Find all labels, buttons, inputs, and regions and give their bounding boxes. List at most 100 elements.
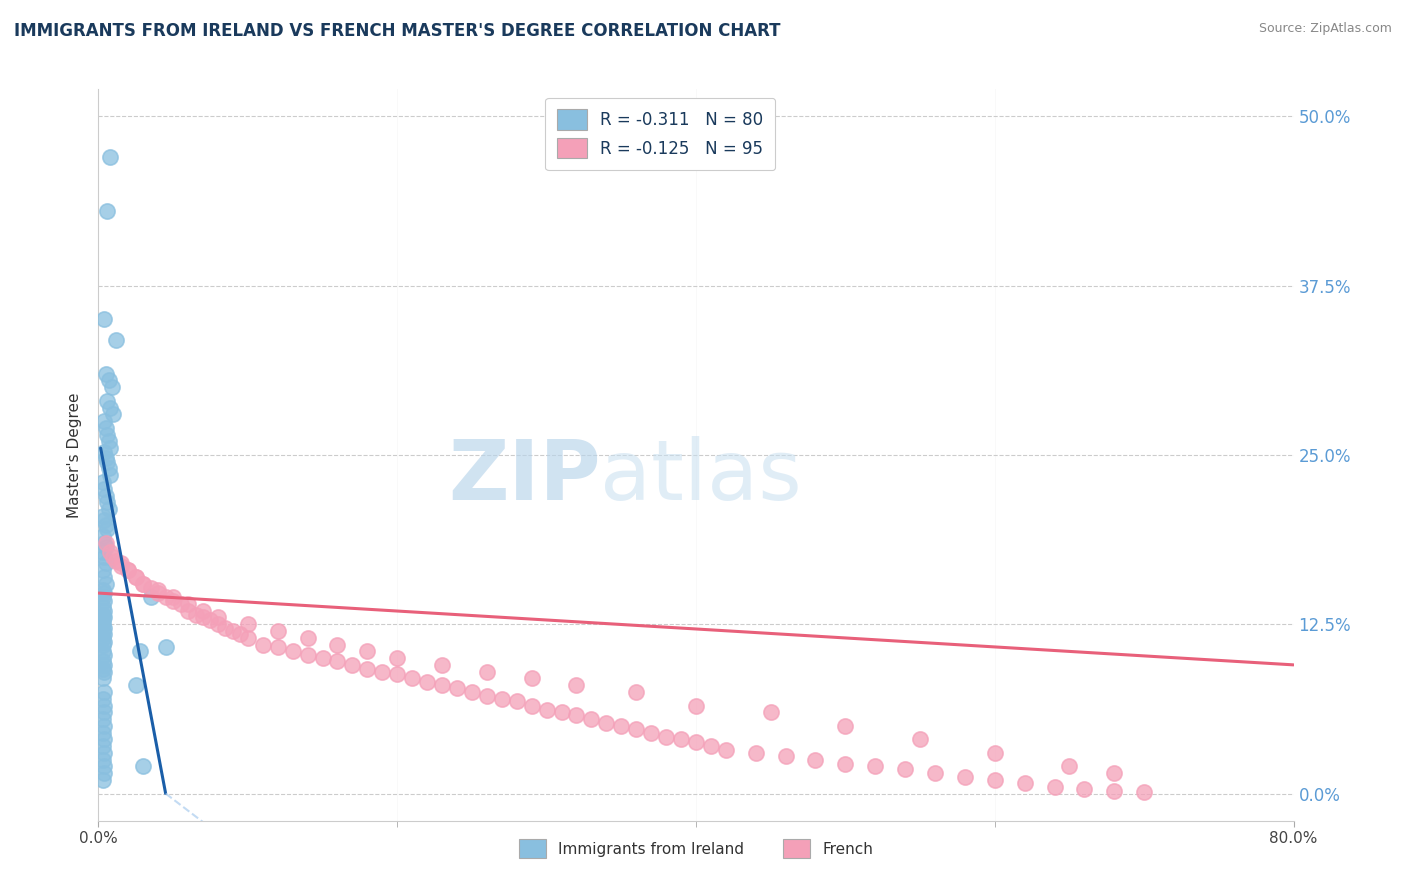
Point [356,662,378,676]
Point [93,604,115,618]
Point [475,689,498,703]
Point [550,706,572,720]
Point [342,657,364,672]
Point [565,678,588,692]
Point [236,617,259,632]
Point [669,732,692,747]
Point [1014,775,1036,789]
Text: IMMIGRANTS FROM IRELAND VS FRENCH MASTER'S DEGREE CORRELATION CHART: IMMIGRANTS FROM IRELAND VS FRENCH MASTER… [14,22,780,40]
Point [356,644,378,658]
Point [1073,782,1095,797]
Point [93,719,115,733]
Legend: Immigrants from Ireland, French: Immigrants from Ireland, French [513,833,879,864]
Point [91,613,114,627]
Point [326,654,349,668]
Point [93,513,115,527]
Point [416,675,439,690]
Text: atlas: atlas [600,436,801,517]
Point [139,581,162,595]
Point [148,586,170,600]
Point [125,570,148,584]
Point [520,698,543,713]
Point [100,468,122,483]
Point [103,407,125,421]
Point [93,648,115,663]
Point [97,434,120,449]
Point [1059,759,1081,773]
Point [94,556,117,570]
Point [297,631,319,645]
Point [162,594,184,608]
Point [93,635,115,649]
Point [97,461,120,475]
Point [184,607,207,622]
Point [520,672,543,686]
Point [401,672,423,686]
Point [207,610,229,624]
Point [94,421,117,435]
Point [96,427,118,442]
Point [281,644,304,658]
Point [132,759,155,773]
Point [96,204,118,219]
Point [93,482,115,496]
Point [101,380,124,394]
Point [610,719,633,733]
Point [655,730,678,744]
Point [222,624,245,638]
Point [110,556,132,570]
Point [1102,784,1125,798]
Point [91,624,114,638]
Point [155,590,177,604]
Point [191,610,214,624]
Point [326,638,349,652]
Point [94,367,117,381]
Point [94,489,117,503]
Point [581,712,603,726]
Point [91,599,114,614]
Point [91,583,114,598]
Point [475,665,498,679]
Point [91,475,114,489]
Y-axis label: Master's Degree: Master's Degree [67,392,83,517]
Point [565,708,588,723]
Point [685,735,707,749]
Point [91,662,114,676]
Point [139,590,162,604]
Point [91,691,114,706]
Point [117,563,139,577]
Point [91,508,114,523]
Point [91,739,114,753]
Point [91,607,114,622]
Point [169,597,191,611]
Point [91,753,114,767]
Point [953,770,976,784]
Point [714,743,737,757]
Point [91,545,114,559]
Point [267,640,290,655]
Point [93,312,115,326]
Point [94,536,117,550]
Point [132,576,155,591]
Point [100,401,122,415]
Point [371,665,394,679]
Point [96,523,118,537]
Point [91,725,114,739]
Point [93,665,115,679]
Point [91,672,114,686]
Point [595,716,617,731]
Point [91,654,114,668]
Point [96,393,118,408]
Point [93,610,115,624]
Point [267,624,290,638]
Point [700,739,723,753]
Point [132,576,155,591]
Point [93,621,115,635]
Point [297,648,319,663]
Point [93,586,115,600]
Point [626,685,648,699]
Point [207,617,229,632]
Point [229,626,252,640]
Point [91,772,114,787]
Point [311,651,333,665]
